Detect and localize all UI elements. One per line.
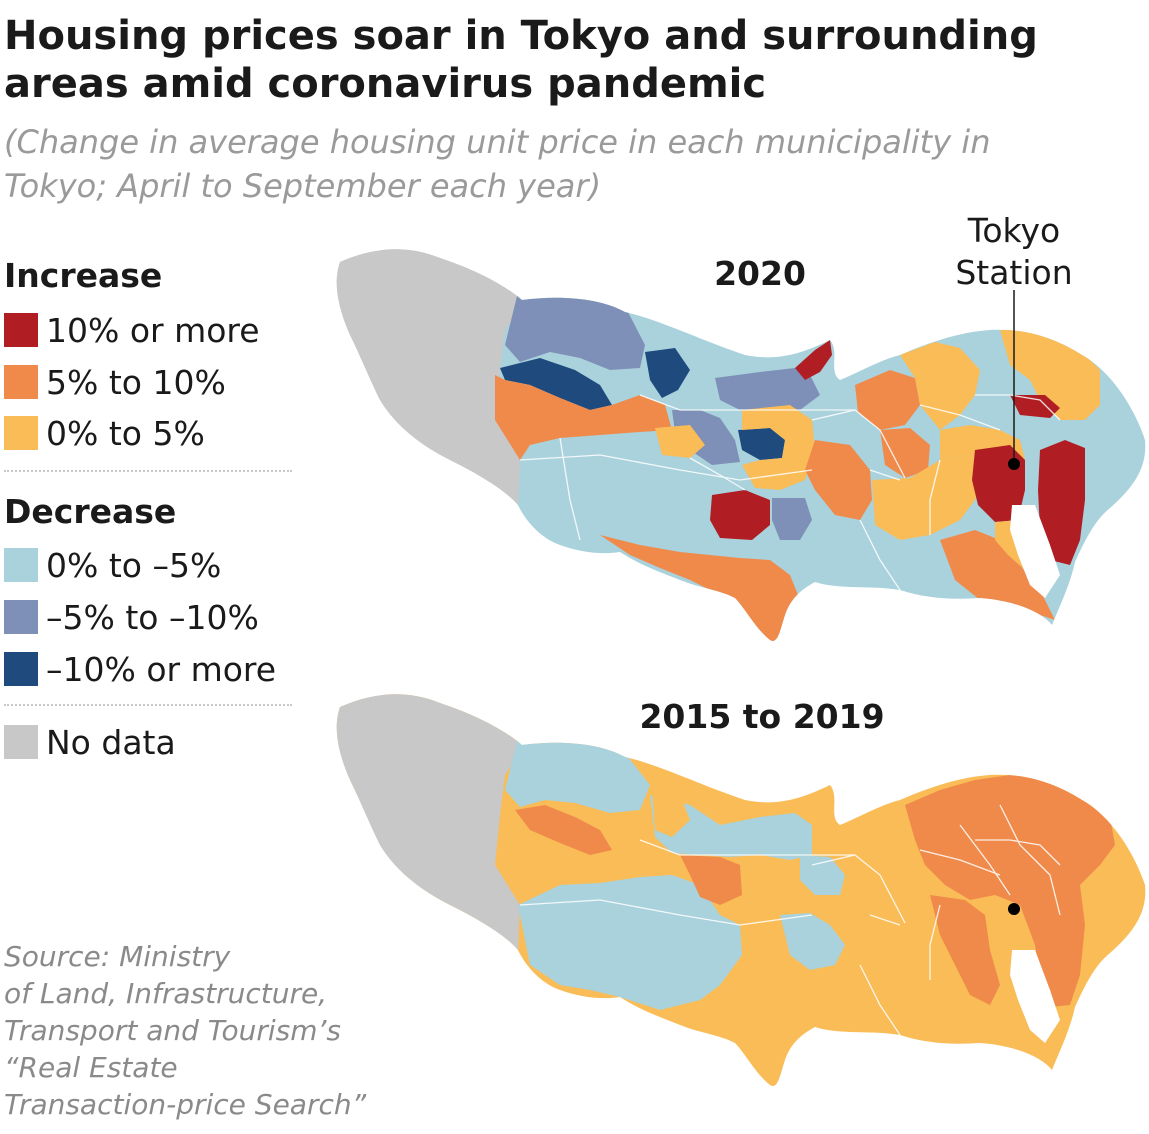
legend-swatch	[4, 313, 38, 347]
region-small-increase	[940, 425, 1025, 470]
region-no-data	[336, 694, 525, 955]
region-moderate-increase	[940, 530, 1055, 620]
region-large-increase	[1038, 440, 1085, 565]
map-title-2020: 2020	[714, 254, 806, 293]
legend-swatch	[4, 600, 38, 634]
page-title: Housing prices soar in Tokyo and surroun…	[4, 13, 1038, 107]
region-mid-decrease	[715, 368, 820, 412]
legend-item-0-to-5: 0% to 5%	[4, 414, 205, 453]
region-large-decrease	[738, 428, 785, 460]
municipal-borders	[519, 394, 1061, 591]
source-note: Source: Ministry of Land, Infrastructure…	[4, 938, 424, 1123]
region-small-decrease	[650, 795, 812, 860]
region-large-increase	[1010, 395, 1060, 418]
region-small-decrease	[780, 913, 845, 970]
region-moderate-increase	[680, 855, 742, 905]
page-subtitle: (Change in average housing unit price in…	[4, 123, 991, 205]
legend-swatch	[4, 652, 38, 686]
region-no-data	[336, 249, 525, 510]
region-moderate-increase	[930, 895, 1000, 1005]
map-2015-2019-regions	[336, 694, 1146, 1086]
source-line: Source: Ministry	[4, 940, 231, 973]
station-label-line2: Station	[955, 253, 1072, 292]
legend-item-5-to-10: 5% to 10%	[4, 363, 226, 402]
region-small-increase	[655, 425, 705, 458]
region-moderate-increase	[805, 440, 872, 520]
legend-item-0-to-minus-5: 0% to –5%	[4, 546, 221, 585]
map-2020: 2020	[336, 211, 1146, 641]
region-moderate-increase	[495, 375, 672, 460]
region-large-increase	[795, 340, 832, 380]
legend-divider	[4, 470, 292, 472]
region-large-increase	[710, 490, 770, 540]
region-small-decrease	[518, 875, 742, 1010]
legend-swatch	[4, 725, 38, 759]
map-2020-regions	[336, 249, 1146, 641]
region-large-decrease	[645, 348, 690, 398]
region-mid-decrease	[505, 292, 645, 370]
region-small-increase	[1085, 855, 1145, 955]
source-line: “Real Estate	[4, 1051, 178, 1084]
legend-swatch	[4, 416, 38, 450]
legend-decrease-heading: Decrease	[4, 492, 177, 531]
region-mid-decrease	[672, 410, 740, 465]
tokyo-bay	[1010, 950, 1060, 1043]
tokyo-station-marker	[1008, 903, 1020, 915]
source-line: Transport and Tourism’s	[4, 1014, 341, 1047]
legend-item-10-or-more: 10% or more	[4, 311, 260, 350]
region-moderate-increase	[515, 805, 612, 855]
region-small-decrease	[800, 855, 845, 895]
station-label-line1: Tokyo	[967, 211, 1060, 250]
map-title-2015-2019: 2015 to 2019	[639, 697, 884, 736]
municipal-borders	[519, 804, 1061, 1036]
legend-increase-heading: Increase	[4, 256, 163, 295]
region-small-decrease	[1080, 370, 1145, 510]
legend-item-minus-10-or-more: –10% or more	[4, 650, 276, 689]
region-mid-decrease	[772, 498, 812, 540]
region-moderate-increase	[855, 370, 920, 430]
region-small-increase	[872, 455, 985, 540]
map-2015-2019: 2015 to 2019	[336, 694, 1146, 1086]
region-small-decrease	[505, 737, 650, 813]
region-small-increase	[900, 342, 980, 430]
legend-item-no-data: No data	[4, 723, 176, 762]
tokyo-bay	[1010, 505, 1060, 598]
region-moderate-increase	[905, 775, 1115, 1007]
legend-swatch	[4, 365, 38, 399]
region-moderate-increase	[880, 428, 930, 478]
source-line: Transaction-price Search”	[4, 1088, 367, 1121]
region-small-increase	[652, 790, 690, 837]
source-line: of Land, Infrastructure,	[4, 977, 328, 1010]
region-small-increase	[742, 405, 815, 490]
legend-item-minus-5-to-minus-10: –5% to –10%	[4, 598, 259, 637]
tokyo-station-marker	[1008, 458, 1020, 470]
legend-divider	[4, 704, 292, 706]
legend-swatch	[4, 548, 38, 582]
region-large-decrease	[500, 358, 612, 410]
